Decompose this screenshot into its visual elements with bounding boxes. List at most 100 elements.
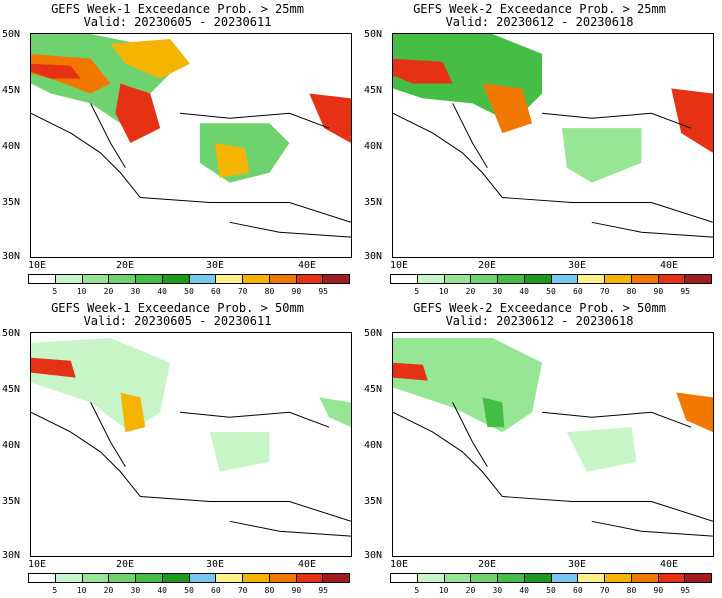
colorbar-label: 10	[438, 287, 449, 296]
precip-area	[393, 337, 543, 433]
panel-week2-25mm: GEFS Week-2 Exceedance Prob. > 25mm Vali…	[362, 0, 717, 299]
colorbar-swatch	[55, 275, 83, 283]
lat-label: 50N	[364, 29, 383, 40]
colorbar-label: 80	[626, 586, 637, 595]
colorbar-label: 10	[76, 287, 87, 296]
coastline	[393, 402, 713, 537]
lon-label: 30E	[568, 260, 587, 271]
precip-area	[561, 128, 642, 183]
colorbar-swatch	[631, 574, 659, 582]
panel-week1-50mm: GEFS Week-1 Exceedance Prob. > 50mm Vali…	[0, 299, 355, 598]
colorbar-swatch	[162, 275, 190, 283]
lat-label: 35N	[2, 496, 21, 507]
colorbar-swatch	[296, 574, 324, 582]
panel-valid-dates: Valid: 20230605 - 20230611	[83, 15, 272, 29]
colorbar-swatch	[216, 275, 243, 283]
colorbar-swatch	[296, 275, 324, 283]
precip-area	[482, 397, 505, 428]
colorbar-label: 50	[546, 287, 556, 296]
colorbar-label: 95	[680, 586, 690, 595]
colorbar-label: 40	[157, 586, 167, 595]
colorbar-label: 20	[103, 287, 114, 296]
lon-label: 40E	[298, 260, 317, 271]
precip-area	[566, 427, 637, 472]
colorbar-label: 20	[103, 586, 114, 595]
colorbar-swatch	[323, 275, 349, 283]
panel-title: GEFS Week-1 Exceedance Prob. > 50mm	[51, 301, 304, 315]
colorbar-label: 80	[264, 586, 275, 595]
coastline	[31, 402, 351, 537]
colorbar-swatch	[444, 275, 472, 283]
precip-area	[209, 432, 270, 472]
colorbar-swatch	[136, 574, 163, 582]
probability-map	[30, 332, 352, 557]
lon-label: 10E	[390, 260, 409, 271]
colorbar-label: 90	[291, 287, 302, 296]
lat-label: 50N	[364, 328, 383, 339]
colorbar-label: 80	[264, 287, 275, 296]
colorbar-swatch	[685, 574, 711, 582]
colorbar-label: 50	[546, 586, 556, 595]
lon-label: 20E	[116, 559, 135, 570]
panel-valid-dates: Valid: 20230605 - 20230611	[83, 314, 272, 328]
lat-label: 35N	[364, 496, 383, 507]
precip-area	[120, 392, 146, 433]
colorbar-swatch	[551, 574, 579, 582]
precip-area	[393, 362, 428, 381]
lon-label: 20E	[116, 260, 135, 271]
panel-week1-25mm: GEFS Week-1 Exceedance Prob. > 25mm Vali…	[0, 0, 355, 299]
colorbar-label: 50	[184, 586, 194, 595]
colorbar-swatch	[444, 574, 472, 582]
colorbar-swatch	[269, 275, 297, 283]
lat-label: 50N	[2, 29, 21, 40]
precip-area	[110, 38, 191, 79]
lat-label: 40N	[364, 440, 383, 451]
lon-label: 20E	[478, 559, 497, 570]
probability-map	[392, 332, 714, 557]
coastline	[393, 103, 713, 238]
lat-label: 30N	[364, 251, 383, 262]
colorbar-label: 5	[52, 287, 58, 296]
colorbar-swatch	[189, 275, 217, 283]
colorbar-swatch	[524, 574, 552, 582]
colorbar-swatch	[391, 574, 418, 582]
colorbar-swatch	[243, 574, 270, 582]
colorbar-label: 95	[318, 287, 328, 296]
colorbar-swatch	[29, 275, 56, 283]
panel-title: GEFS Week-2 Exceedance Prob. > 50mm	[413, 301, 666, 315]
lat-label: 35N	[364, 197, 383, 208]
precip-area	[671, 88, 713, 153]
panel-week2-50mm: GEFS Week-2 Exceedance Prob. > 50mm Vali…	[362, 299, 717, 598]
panel-valid-dates: Valid: 20230612 - 20230618	[445, 15, 634, 29]
lat-label: 40N	[2, 141, 21, 152]
colorbar-label: 5	[414, 586, 420, 595]
colorbar-label: 40	[519, 287, 529, 296]
lat-label: 30N	[364, 550, 383, 561]
map-graphic	[31, 34, 351, 238]
lat-label: 30N	[2, 550, 21, 561]
colorbar-label: 5	[414, 287, 420, 296]
lon-label: 40E	[298, 559, 317, 570]
colorbar	[28, 274, 350, 284]
probability-map	[30, 33, 352, 258]
colorbar-swatch	[189, 574, 217, 582]
colorbar-swatch	[55, 574, 83, 582]
colorbar-label: 50	[184, 287, 194, 296]
colorbar	[390, 573, 712, 583]
colorbar-swatch	[498, 275, 525, 283]
colorbar-label: 70	[237, 586, 248, 595]
colorbar	[390, 274, 712, 284]
colorbar-label: 60	[211, 287, 221, 296]
precip-area	[214, 143, 250, 178]
lat-label: 30N	[2, 251, 21, 262]
map-graphic	[393, 34, 713, 238]
panel-title: GEFS Week-2 Exceedance Prob. > 25mm	[413, 2, 666, 16]
colorbar-swatch	[498, 574, 525, 582]
precip-area	[31, 63, 81, 79]
colorbar-swatch	[524, 275, 552, 283]
colorbar-swatch	[417, 275, 445, 283]
colorbar-swatch	[216, 574, 243, 582]
colorbar-label: 60	[573, 586, 583, 595]
lon-label: 20E	[478, 260, 497, 271]
coastline	[31, 103, 351, 238]
